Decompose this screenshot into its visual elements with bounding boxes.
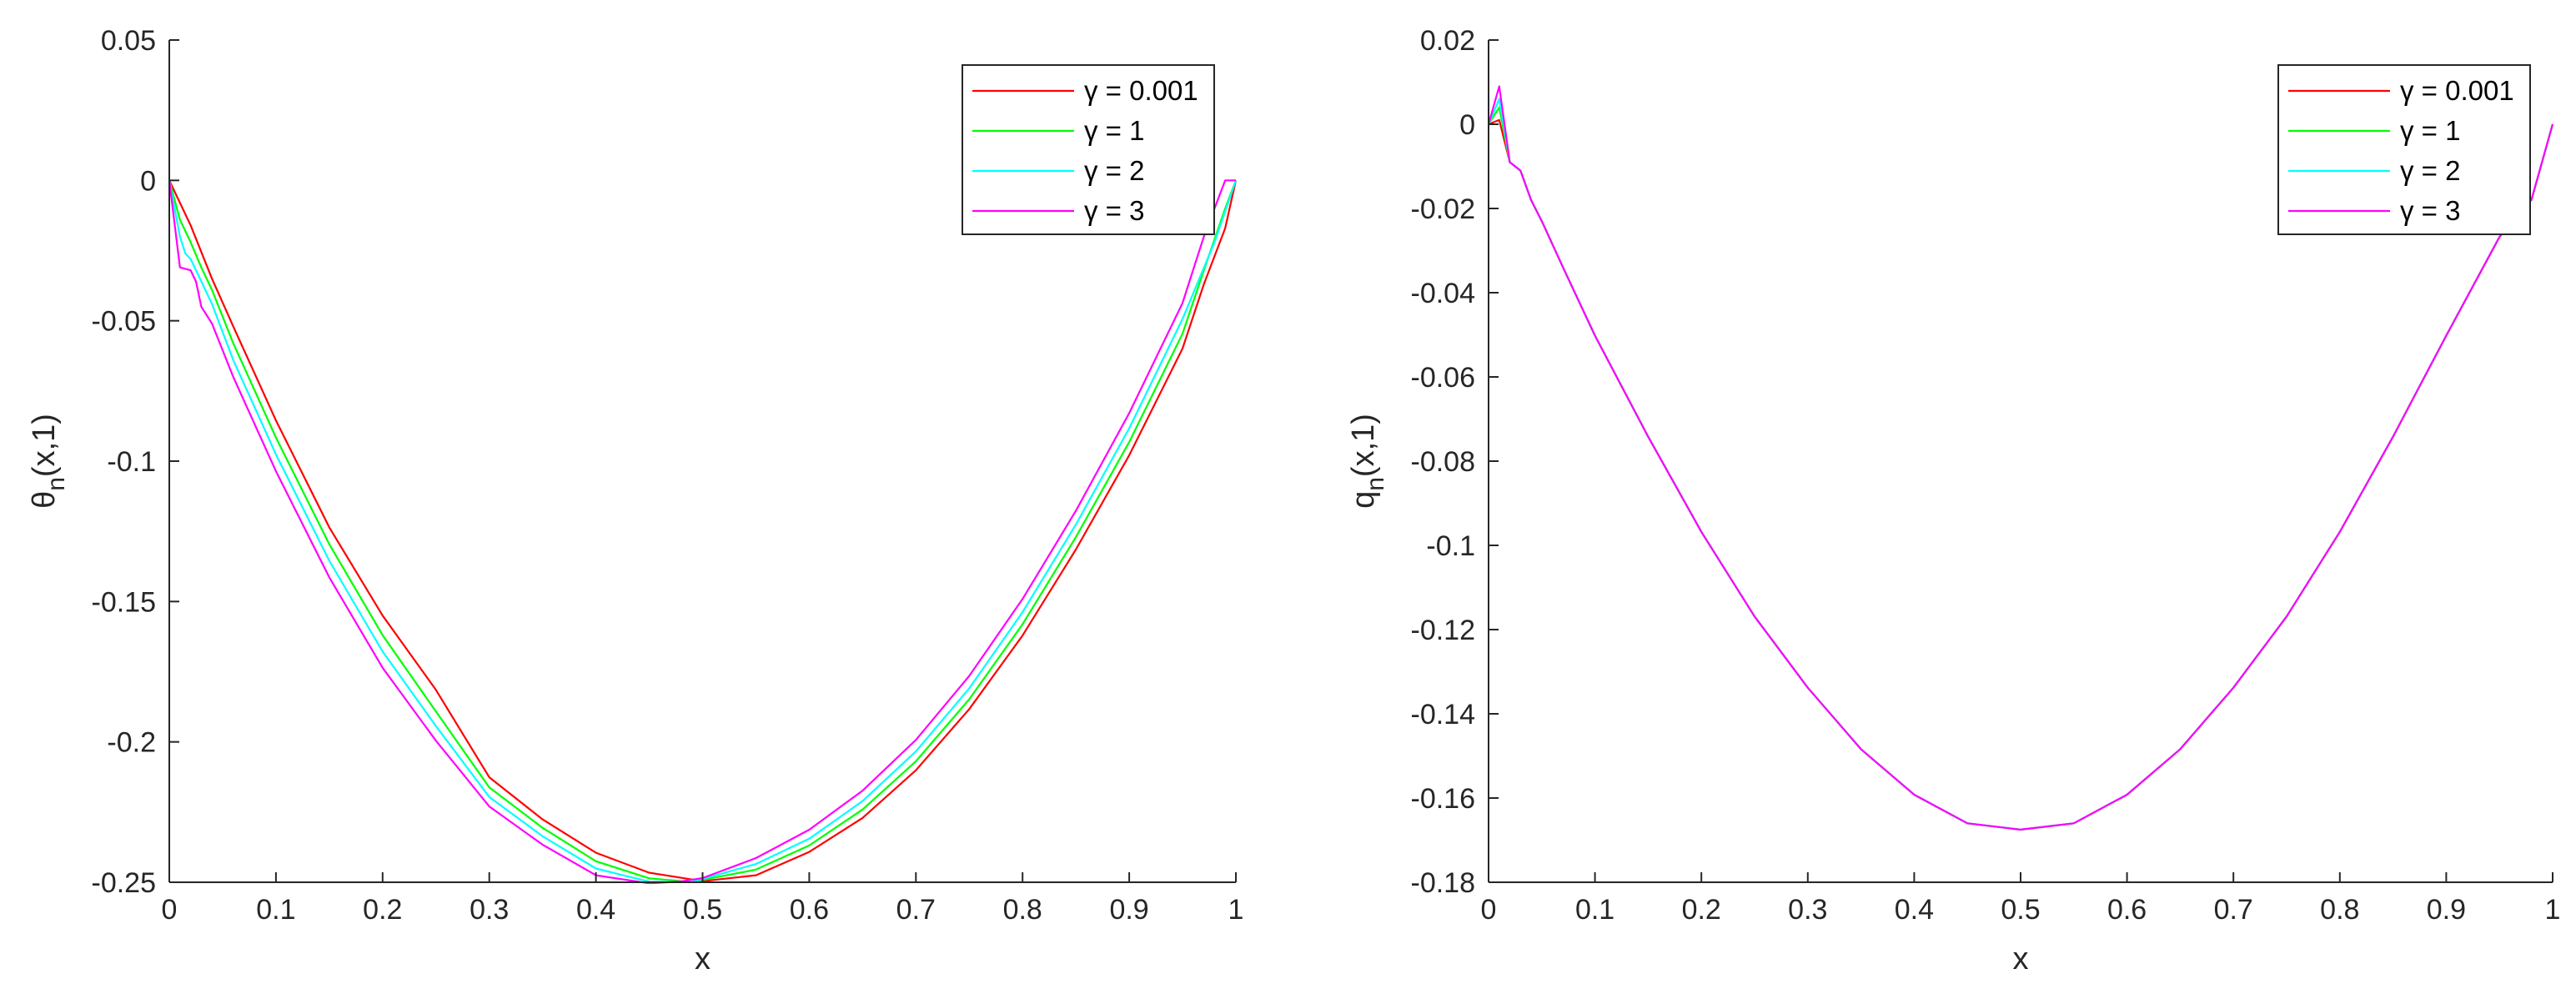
series-line-3 (169, 179, 1238, 883)
x-tick-label: 0.4 (576, 894, 615, 926)
x-tick-label: 1 (1228, 894, 1244, 926)
y-axis-label: qn(x,1) (1346, 414, 1389, 509)
x-tick-label: 0.5 (683, 894, 722, 926)
x-tick-label: 0.2 (1682, 894, 1721, 926)
series-line-2 (169, 179, 1238, 883)
x-tick-label: 0 (1481, 894, 1497, 926)
chart-panel-1: 0 0.1 0.2 0.3 0.4 0.5 0.6 0.7 0.8 0.9 1 -0.25 -0.2 -0… (27, 25, 1243, 976)
y-tick-label: 0 (140, 165, 156, 197)
legend-box (2277, 64, 2531, 235)
y-tick-label: -0.08 (1411, 446, 1476, 478)
x-tick-label: 0.3 (1788, 894, 1827, 926)
legend-label-1: γ = 0.001 (1084, 75, 1198, 106)
y-axis-label-rest: (x,1) (27, 414, 62, 477)
x-tick-label: 0.1 (256, 894, 295, 926)
x-tick-label: 1 (2545, 894, 2561, 926)
y-tick-label: -0.05 (92, 306, 157, 338)
y-axis-label-main: θ (27, 491, 62, 509)
x-tick-label: 0.1 (1575, 894, 1614, 926)
x-tick-label: 0.7 (896, 894, 936, 926)
x-tick-label: 0.3 (470, 894, 509, 926)
y-tick-label: 0.02 (1420, 25, 1475, 57)
x-tick-label: 0.8 (2320, 894, 2359, 926)
x-tick-label: 0.4 (1895, 894, 1934, 926)
x-tick-label: 0.9 (2427, 894, 2466, 926)
legend-label-2: γ = 1 (2400, 115, 2460, 146)
x-tick-label: 0.6 (790, 894, 829, 926)
y-tick-label: -0.18 (1411, 867, 1476, 899)
legend: γ = 0.001 γ = 1 γ = 2 γ = 3 (962, 64, 1215, 235)
y-tick-label: -0.1 (1426, 530, 1475, 562)
series-line-1 (169, 179, 1238, 882)
y-tick-label: -0.16 (1411, 783, 1476, 815)
y-tick-label: -0.1 (107, 446, 156, 478)
series-lines (169, 179, 1238, 884)
y-tick-label: 0 (1459, 109, 1475, 141)
y-tick-label: -0.06 (1411, 362, 1476, 394)
y-axis-label-subscript: n (43, 477, 70, 491)
x-tick-label: 0.6 (2107, 894, 2147, 926)
y-axis-label-rest: (x,1) (1346, 414, 1381, 477)
x-tick-label: 0.9 (1109, 894, 1148, 926)
y-tick-label: 0.05 (101, 25, 156, 57)
x-axis-label: x (695, 941, 711, 976)
x-tick-label: 0.5 (2001, 894, 2040, 926)
legend-label-3: γ = 2 (1084, 155, 1144, 186)
x-tick-label: 0.2 (363, 894, 402, 926)
legend: γ = 0.001 γ = 1 γ = 2 γ = 3 (2277, 64, 2531, 235)
y-axis-label: θn(x,1) (27, 414, 70, 509)
y-tick-label: -0.25 (92, 867, 157, 899)
y-tick-label: -0.12 (1411, 615, 1476, 646)
y-tick-label: -0.2 (107, 727, 156, 759)
legend-box (962, 64, 1215, 235)
legend-label-2: γ = 1 (1084, 115, 1144, 146)
y-tick-label: -0.04 (1411, 278, 1476, 309)
y-axis-label-subscript: n (1362, 477, 1389, 491)
x-axis-label: x (2013, 941, 2029, 976)
legend-label-1: γ = 0.001 (2400, 75, 2514, 106)
x-tick-label: 0 (162, 894, 178, 926)
x-tick-label: 0.7 (2214, 894, 2253, 926)
y-axis-label-main: q (1346, 491, 1381, 509)
chart-panel-2: 0 0.1 0.2 0.3 0.4 0.5 0.6 0.7 0.8 0.9 1 -0.18 -0.16 -… (1346, 25, 2560, 976)
y-tick-label: -0.02 (1411, 193, 1476, 225)
legend-label-3: γ = 2 (2400, 155, 2460, 186)
x-tick-label: 0.8 (1003, 894, 1042, 926)
legend-label-4: γ = 3 (1084, 195, 1144, 226)
legend-label-4: γ = 3 (2400, 195, 2460, 226)
y-tick-label: -0.15 (92, 586, 157, 618)
y-tick-label: -0.14 (1411, 699, 1476, 730)
series-lines (1489, 85, 2554, 831)
series-line-4 (1489, 85, 2554, 831)
series-line-4 (169, 179, 1236, 884)
